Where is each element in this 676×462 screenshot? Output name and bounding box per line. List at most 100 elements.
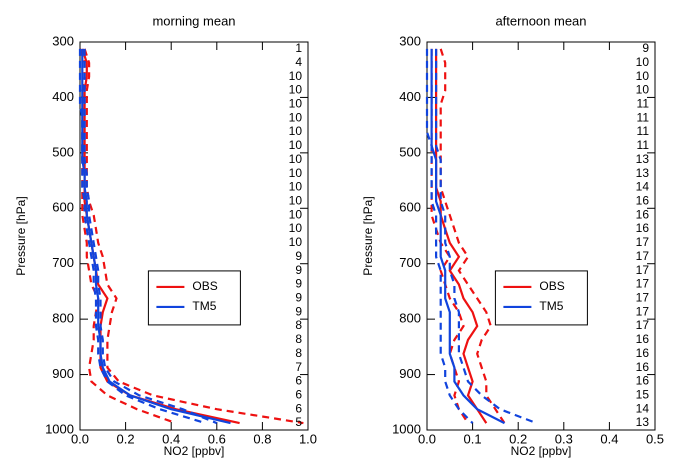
sample-count: 8 [295,346,302,360]
legend-label: OBS [539,279,564,293]
sample-count: 5 [295,415,302,429]
sample-count: 10 [289,221,303,235]
x-tick-label: 0.3 [555,431,573,446]
sample-count: 16 [636,332,650,346]
sample-count: 17 [636,318,650,332]
sample-count: 9 [295,291,302,305]
sample-count: 10 [636,69,650,83]
sample-count: 13 [636,166,650,180]
sample-count: 6 [295,388,302,402]
x-tick-label: 0.4 [162,431,180,446]
sample-count: 10 [289,207,303,221]
sample-count: 10 [289,166,303,180]
sample-count: 10 [289,194,303,208]
sample-count: 11 [637,110,650,124]
mean-line [430,48,505,425]
legend-label: TM5 [192,299,216,313]
y-tick-label: 400 [399,89,421,104]
sample-count: 10 [289,180,303,194]
sample-count: 16 [636,374,650,388]
legend-label: TM5 [539,299,563,313]
x-axis-label: NO2 [ppbv] [164,444,225,458]
sample-count: 16 [636,194,650,208]
spread-line [83,48,218,425]
x-tick-label: 0.0 [71,431,89,446]
y-tick-label: 700 [399,255,421,270]
x-tick-label: 0.4 [600,431,618,446]
x-tick-label: 0.5 [646,431,664,446]
sample-count: 6 [295,401,302,415]
y-tick-label: 600 [399,200,421,215]
sample-count: 16 [636,207,650,221]
x-tick-label: 0.2 [117,431,135,446]
y-tick-label: 700 [52,255,74,270]
sample-count: 17 [636,291,650,305]
sample-count: 10 [289,138,303,152]
legend-label: OBS [192,279,217,293]
sample-count: 11 [637,138,650,152]
y-tick-label: 300 [52,33,74,48]
y-tick-label: 900 [52,366,74,381]
x-tick-label: 0.6 [208,431,226,446]
mean-line [81,48,231,425]
sample-count: 9 [295,304,302,318]
sample-count: 10 [636,55,650,69]
mean-line [435,48,488,424]
y-axis-label: Pressure [hPa] [14,196,28,275]
y-tick-label: 300 [399,33,421,48]
sample-count: 11 [637,97,650,111]
spread-line [435,48,537,425]
sample-count: 9 [295,249,302,263]
legend-box [147,270,241,326]
spread-line [425,48,474,424]
sample-count: 17 [636,304,650,318]
sample-count: 10 [289,83,303,97]
x-tick-label: 0.1 [464,431,482,446]
chart-title: afternoon mean [495,13,586,28]
y-tick-label: 500 [52,144,74,159]
sample-count: 1 [295,41,302,55]
mean-line [81,48,240,425]
sample-count: 8 [295,318,302,332]
y-axis-label: Pressure [hPa] [361,196,375,275]
y-tick-label: 600 [52,200,74,215]
plot-frame [79,41,309,431]
sample-count: 15 [636,388,650,402]
sample-count: 9 [295,277,302,291]
sample-count: 10 [289,110,303,124]
sample-count: 13 [636,415,650,429]
sample-count: 9 [295,263,302,277]
sample-count: 10 [289,124,303,138]
sample-count: 11 [637,124,650,138]
sample-count: 14 [636,180,650,194]
y-tick-label: 800 [399,311,421,326]
sample-count: 9 [642,41,649,55]
spread-line [83,48,304,425]
sample-count: 8 [295,332,302,346]
sample-count: 16 [636,221,650,235]
y-tick-label: 800 [52,311,74,326]
sample-count: 10 [289,152,303,166]
sample-count: 16 [636,360,650,374]
y-tick-label: 500 [399,144,421,159]
spread-line [78,48,206,425]
y-tick-label: 1000 [45,421,74,436]
chart-title: morning mean [152,13,235,28]
plot-frame [426,41,656,431]
spread-line [439,48,506,424]
x-tick-label: 0.2 [509,431,527,446]
x-tick-label: 0.8 [253,431,271,446]
sample-count: 10 [289,69,303,83]
sample-count: 17 [636,249,650,263]
sample-count: 7 [295,360,302,374]
sample-count: 16 [636,346,650,360]
x-axis-label: NO2 [ppbv] [511,444,572,458]
sample-count: 10 [636,83,650,97]
sample-count: 14 [636,401,650,415]
sample-count: 17 [636,263,650,277]
x-tick-label: 1.0 [299,431,317,446]
y-tick-label: 1000 [392,421,421,436]
sample-count: 10 [289,235,303,249]
sample-count: 10 [289,97,303,111]
